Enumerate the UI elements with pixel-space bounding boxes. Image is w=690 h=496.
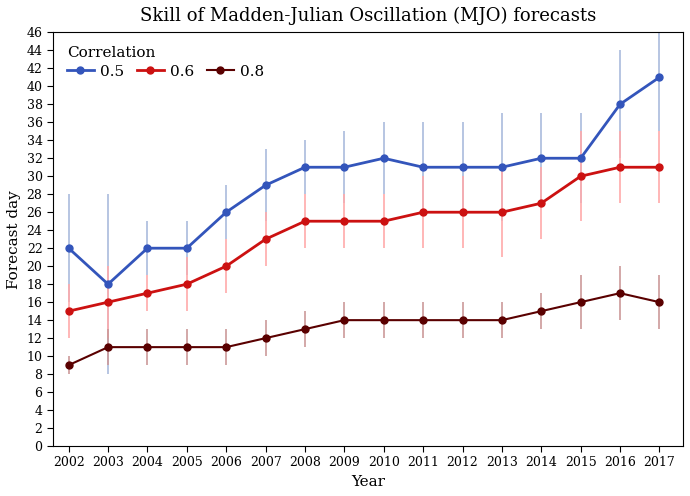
- X-axis label: Year: Year: [351, 475, 385, 489]
- Y-axis label: Forecast day: Forecast day: [7, 190, 21, 289]
- Title: Skill of Madden-Julian Oscillation (MJO) forecasts: Skill of Madden-Julian Oscillation (MJO)…: [140, 7, 596, 25]
- Legend: 0.5, 0.6, 0.8: 0.5, 0.6, 0.8: [61, 40, 270, 85]
